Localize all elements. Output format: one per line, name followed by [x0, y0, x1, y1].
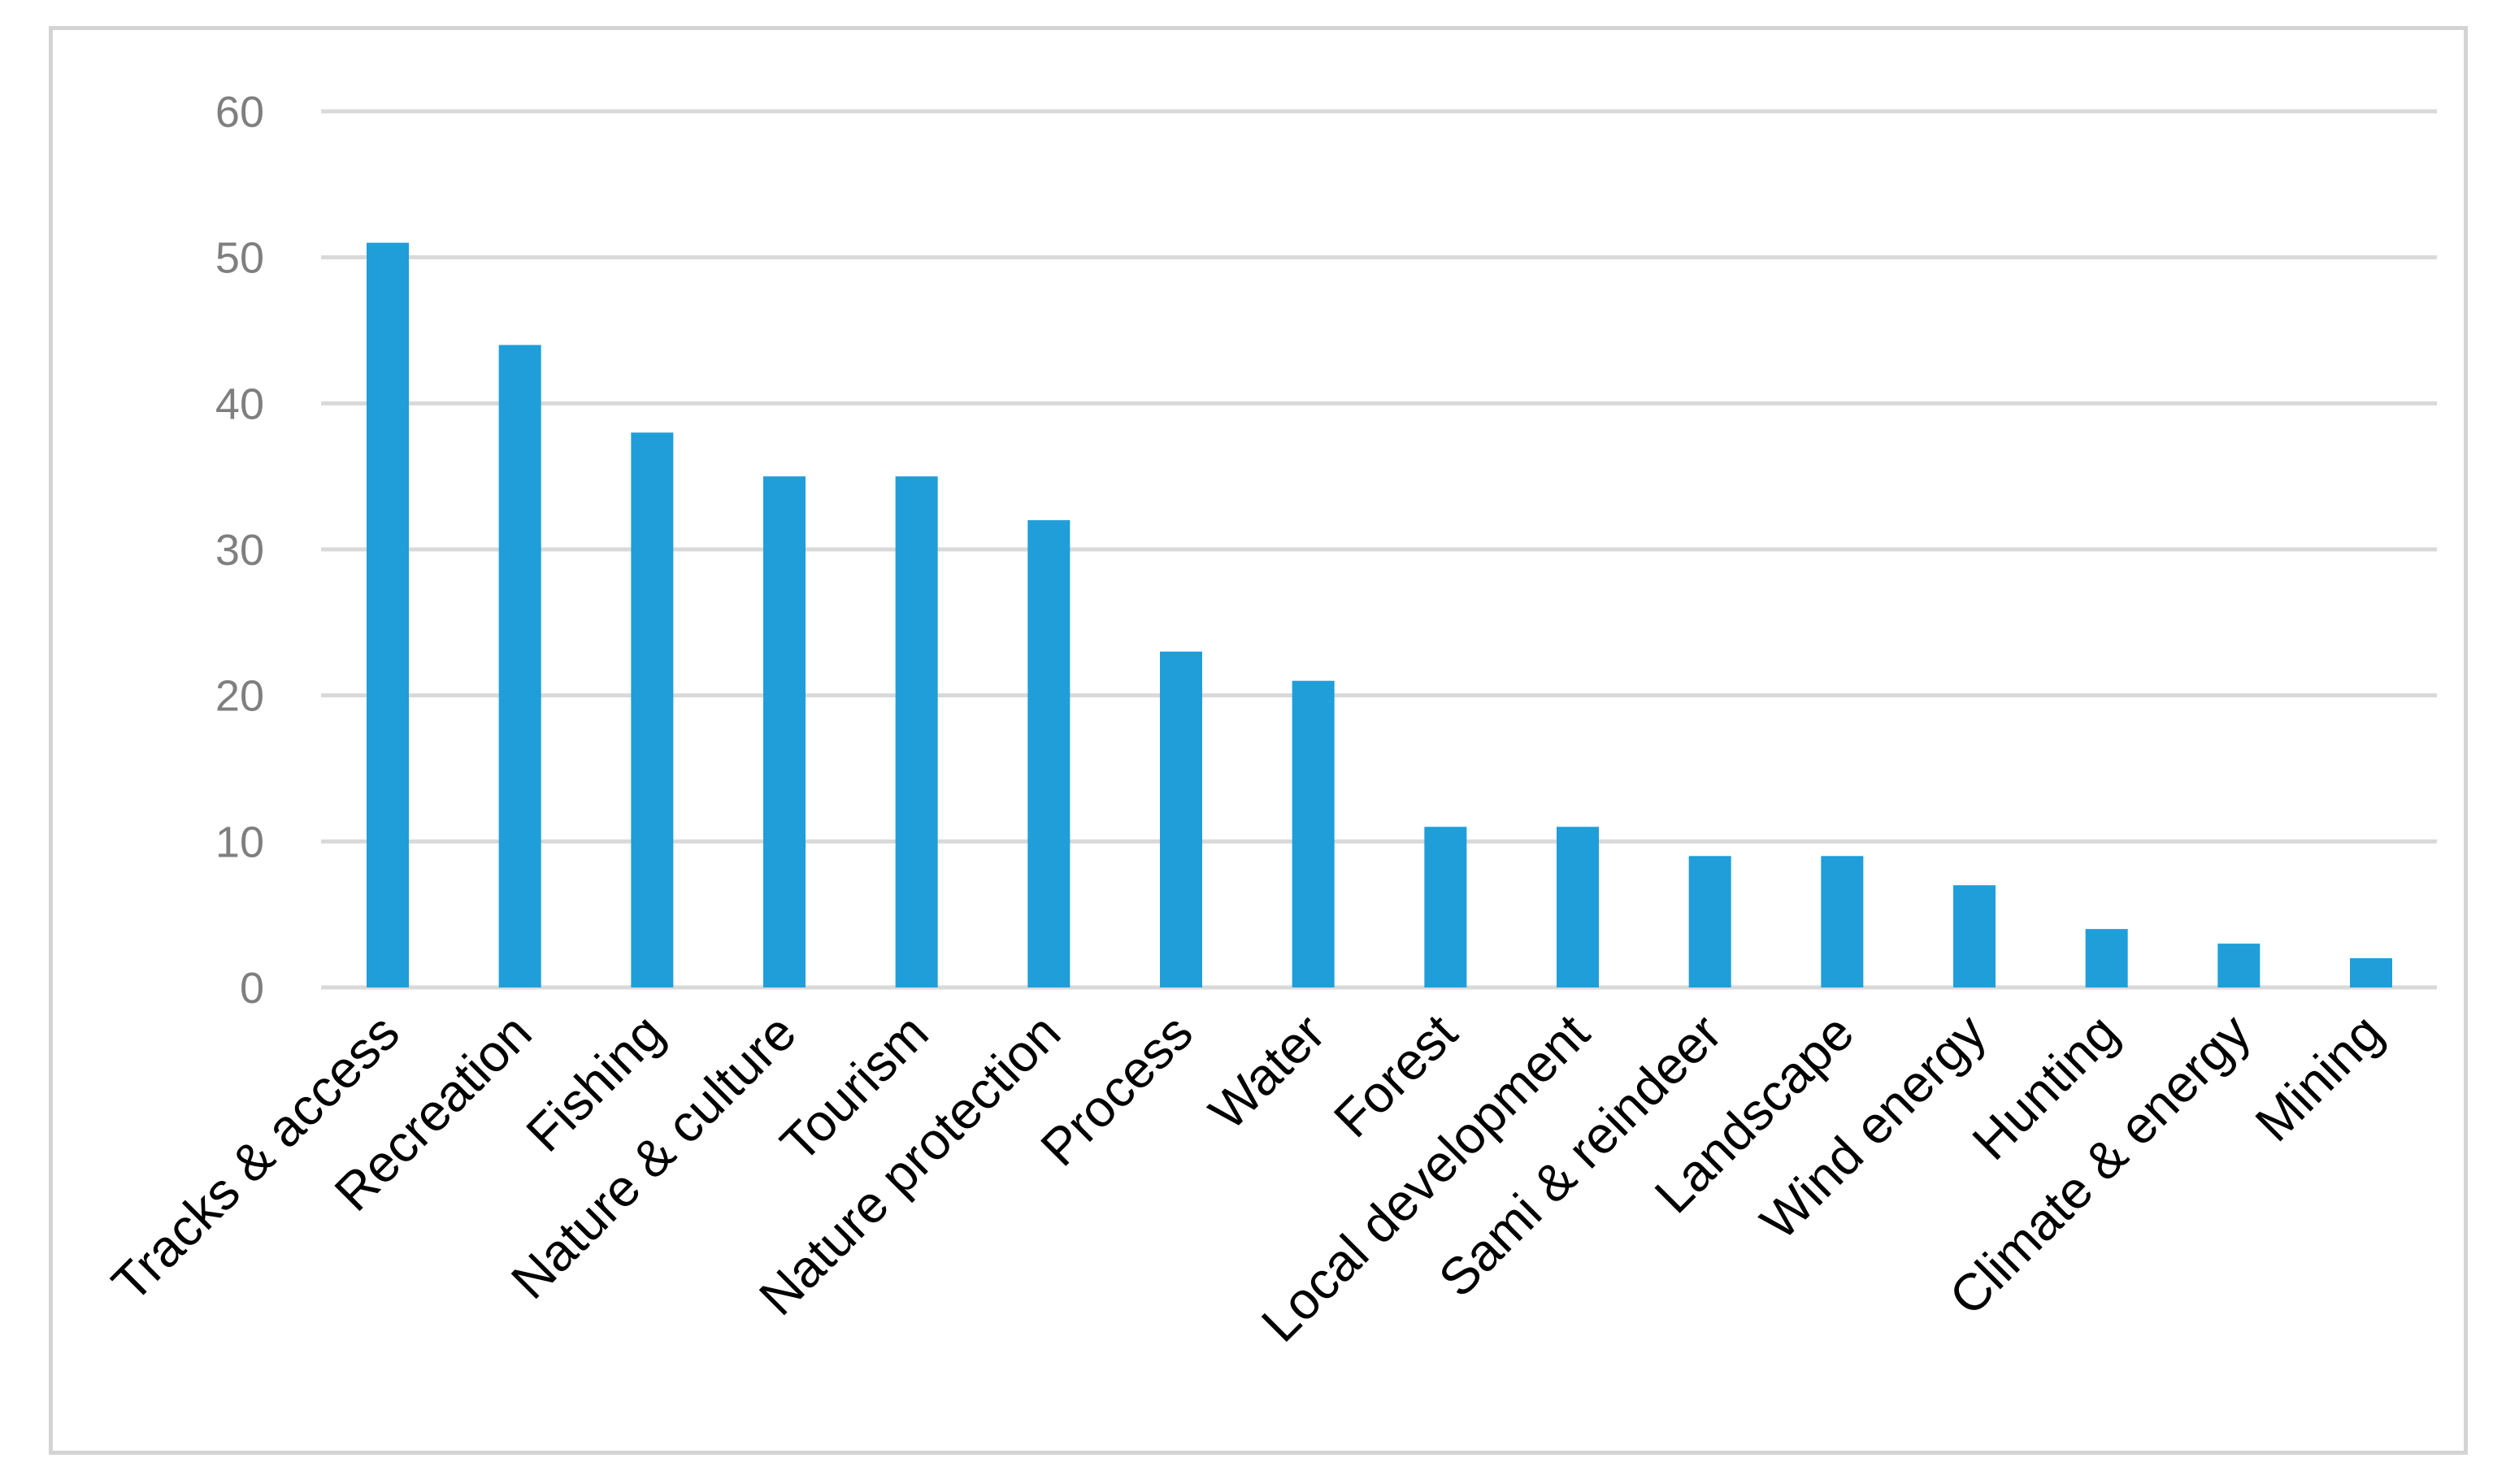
- bar: [1953, 885, 1996, 987]
- y-tick-label: 30: [215, 526, 264, 575]
- y-tick-label: 50: [215, 234, 264, 283]
- bar: [1557, 827, 1599, 987]
- bar: [1160, 651, 1202, 987]
- y-tick-label: 40: [215, 380, 264, 428]
- y-tick-label: 20: [215, 672, 264, 721]
- bars: [367, 242, 2392, 987]
- y-tick-label: 60: [215, 88, 264, 137]
- bar: [498, 345, 541, 987]
- bar: [2085, 929, 2128, 987]
- bar: [2350, 958, 2392, 987]
- bar: [1688, 856, 1731, 987]
- bar: [895, 476, 938, 987]
- bar: [1821, 856, 1864, 987]
- bar: [367, 242, 409, 987]
- bar: [2217, 944, 2261, 987]
- x-tick-label: Water: [1198, 1003, 1336, 1141]
- bar: [1424, 827, 1467, 987]
- bar: [763, 476, 806, 987]
- y-axis-ticks: 0 10 20 30 40 50 60: [215, 88, 264, 1013]
- gridlines: [321, 109, 2437, 990]
- bar: [1027, 520, 1071, 987]
- bar: [1292, 680, 1335, 987]
- y-tick-label: 10: [215, 818, 264, 866]
- y-tick-label: 0: [240, 964, 264, 1013]
- x-tick-label: Mining: [2244, 1003, 2394, 1152]
- bar: [631, 432, 674, 987]
- chart-frame: [49, 26, 2468, 1455]
